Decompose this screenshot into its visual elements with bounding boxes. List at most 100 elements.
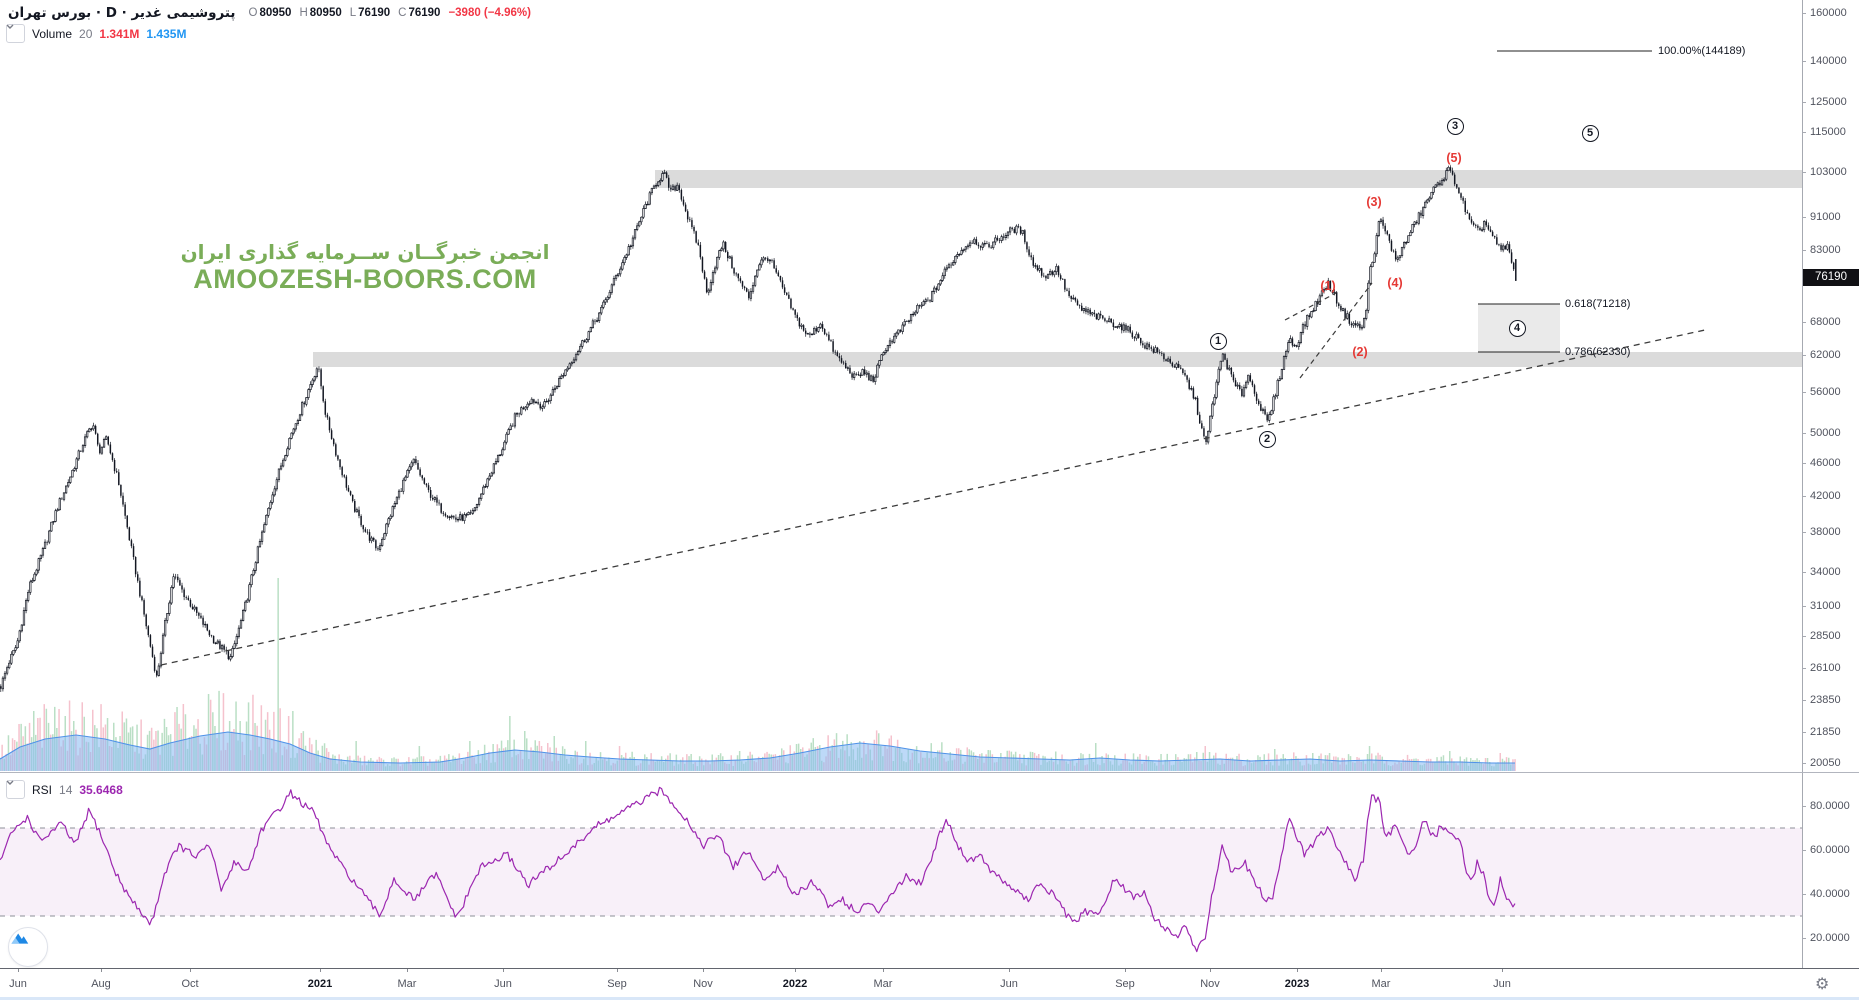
time-label-Jun[interactable]: Jun	[494, 978, 512, 990]
subwave-label-5[interactable]: (5)	[1446, 151, 1462, 165]
platform-logo[interactable]	[8, 927, 48, 967]
price-tick	[1802, 668, 1806, 669]
price-tick-label: 68000	[1810, 316, 1841, 328]
price-tick-label: 20050	[1810, 757, 1841, 769]
ohlc-values: O 80950 H 80950 L 76190 C 76190 −3980 (−…	[243, 7, 531, 19]
time-label-Jun[interactable]: Jun	[9, 978, 27, 990]
open-label: O	[248, 7, 258, 19]
rsi-collapse-button[interactable]	[6, 780, 25, 799]
close-value: 76190	[408, 7, 441, 19]
volume-length: 20	[79, 26, 93, 41]
rsi-plot	[0, 786, 1802, 953]
rsi-label[interactable]: RSI	[32, 782, 53, 797]
time-label-Oct[interactable]: Oct	[181, 978, 199, 990]
wave-circle-4[interactable]: 4	[1508, 319, 1526, 337]
time-label-Mar[interactable]: Mar	[397, 978, 417, 990]
price-zone-1[interactable]	[655, 170, 1802, 188]
time-tick	[1210, 968, 1211, 972]
volume-collapse-button[interactable]	[6, 24, 25, 43]
rsi-tick	[1802, 938, 1806, 939]
wave-circle-2[interactable]: 2	[1258, 430, 1276, 448]
price-tick-label: 21850	[1810, 726, 1841, 738]
time-label-Jun[interactable]: Jun	[1493, 978, 1511, 990]
price-tick	[1802, 392, 1806, 393]
channel-segment-upper[interactable]	[1284, 292, 1337, 321]
chevron-down-icon	[6, 24, 14, 29]
pane-divider[interactable]	[0, 772, 1859, 773]
time-tick	[1009, 968, 1010, 972]
price-tick-label: 103000	[1810, 166, 1847, 178]
price-tick	[1802, 355, 1806, 356]
price-tick-label: 23850	[1810, 694, 1841, 706]
axis-border	[1802, 0, 1803, 968]
price-tick	[1802, 463, 1806, 464]
rsi-value-axis[interactable]: 80.0000 60.0000 40.0000 20.0000	[1802, 772, 1859, 968]
time-label-2021[interactable]: 2021	[307, 978, 333, 990]
gear-icon[interactable]: ⚙	[1815, 974, 1830, 993]
price-tick	[1802, 636, 1806, 637]
time-tick	[617, 968, 618, 972]
wave-circle-3[interactable]: 3	[1446, 117, 1464, 135]
volume-label[interactable]: Volume	[32, 26, 73, 41]
time-label-Mar[interactable]: Mar	[1371, 978, 1391, 990]
price-tick-label: 62000	[1810, 349, 1841, 361]
time-label-Nov[interactable]: Nov	[1200, 978, 1220, 990]
subwave-label-1[interactable]: (1)	[1320, 279, 1336, 293]
price-tick	[1802, 433, 1806, 434]
rsi-indicator-row: RSI 14 35.6468	[6, 780, 123, 799]
rsi-tick-label: 80.0000	[1810, 800, 1850, 812]
rsi-value: 35.6468	[79, 782, 123, 797]
rsi-tick	[1802, 806, 1806, 807]
price-tick-label: 42000	[1810, 490, 1841, 502]
fib-786-label[interactable]: 0.786(62330)	[1565, 346, 1631, 358]
price-tick	[1802, 172, 1806, 173]
rsi-tick-label: 40.0000	[1810, 888, 1850, 900]
channel-segment-lower[interactable]	[1299, 282, 1373, 379]
price-tick	[1802, 572, 1806, 573]
subwave-label-4[interactable]: (4)	[1387, 276, 1403, 290]
time-tick	[1297, 968, 1298, 972]
time-label-Jun[interactable]: Jun	[1000, 978, 1018, 990]
window-bottom-edge	[0, 997, 1859, 1000]
subwave-label-2[interactable]: (2)	[1352, 345, 1368, 359]
time-tick	[1125, 968, 1126, 972]
change-value: −3980 (−4.96%)	[448, 7, 531, 19]
fib-618-label[interactable]: 0.618(71218)	[1565, 298, 1631, 310]
rsi-pane[interactable]	[0, 772, 1802, 968]
time-label-2022[interactable]: 2022	[782, 978, 808, 990]
price-tick	[1802, 132, 1806, 133]
time-tick	[18, 968, 19, 972]
time-label-Aug[interactable]: Aug	[91, 978, 111, 990]
symbol-title[interactable]: پتروشیمی غدیر · D · بورس تهران	[8, 5, 236, 21]
price-tick-label: 160000	[1810, 7, 1847, 19]
main-trendline[interactable]	[160, 329, 1706, 666]
price-tick	[1802, 606, 1806, 607]
price-zone-2[interactable]	[313, 352, 1802, 367]
rsi-band	[0, 828, 1802, 916]
fib-100-label[interactable]: 100.00%(144189)	[1658, 45, 1746, 57]
price-tick-label: 38000	[1810, 526, 1841, 538]
candles-up	[1, 166, 1509, 690]
open-value: 80950	[259, 7, 292, 19]
price-chart-pane[interactable]: انجمن خبرگــان ســرمایه گذاری ایران AMOO…	[0, 0, 1802, 772]
wave-circle-1[interactable]: 1	[1209, 332, 1227, 350]
price-tick	[1802, 763, 1806, 764]
time-tick	[1502, 968, 1503, 972]
time-label-Mar[interactable]: Mar	[873, 978, 893, 990]
wave-circle-5[interactable]: 5	[1581, 124, 1599, 142]
price-axis[interactable]: 160000 140000 125000 115000 103000 91000 83000…	[1802, 0, 1859, 772]
price-tick	[1802, 217, 1806, 218]
symbol-header: پتروشیمی غدیر · D · بورس تهران O 80950 H…	[8, 5, 531, 21]
time-axis[interactable]: Jun Aug Oct 2021 Mar Jun Sep Nov 2022 Mar Jun Sep No…	[0, 968, 1859, 1000]
rsi-length: 14	[59, 782, 73, 797]
low-label: L	[349, 7, 357, 19]
time-label-2023[interactable]: 2023	[1284, 978, 1310, 990]
volume-ma-area	[0, 732, 1515, 771]
time-label-Sep[interactable]: Sep	[607, 978, 627, 990]
subwave-label-3[interactable]: (3)	[1366, 195, 1382, 209]
mountain-logo-icon	[11, 933, 29, 944]
price-tick	[1802, 732, 1806, 733]
time-label-Nov[interactable]: Nov	[693, 978, 713, 990]
candlestick-chart	[0, 50, 1802, 771]
time-label-Sep[interactable]: Sep	[1115, 978, 1135, 990]
